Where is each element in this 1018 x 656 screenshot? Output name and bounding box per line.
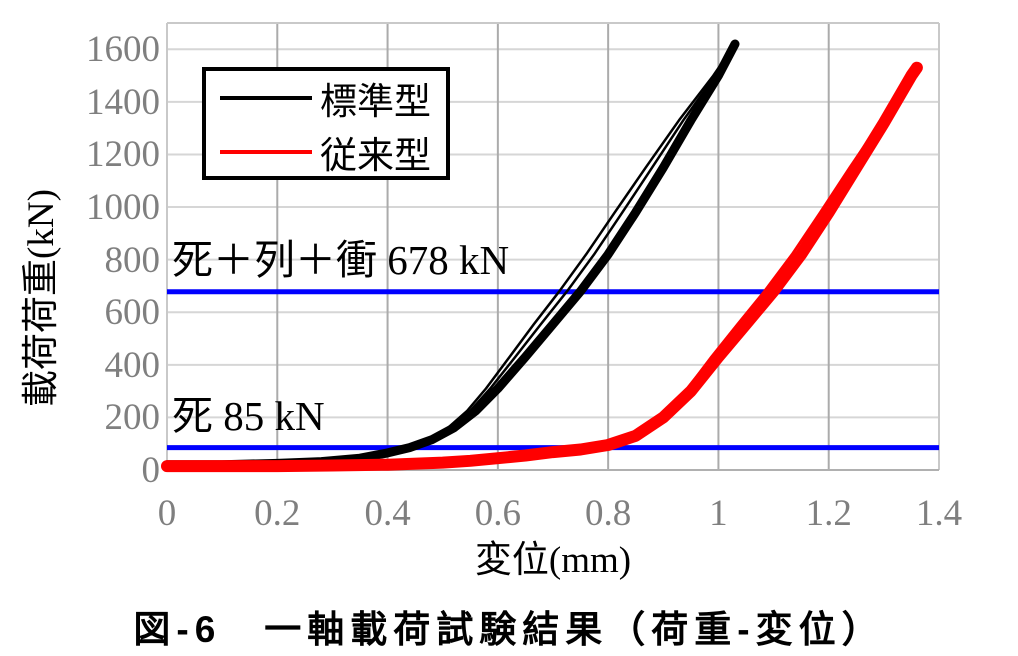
legend-label-standard: 標準型 [320,82,431,123]
x-tick-label: 0.8 [585,493,632,534]
x-axis-title: 変位(mm) [474,540,632,581]
y-tick-label: 600 [104,292,161,334]
y-tick-label: 800 [104,239,161,281]
y-tick-label: 200 [104,397,161,439]
legend-label-conventional: 従来型 [320,136,431,177]
y-tick-label: 1000 [86,187,160,229]
legend-box: 標準型 従来型 [202,67,450,180]
x-tick-label: 0.4 [364,493,411,534]
figure-caption: 図-6 一軸載荷試験結果（荷重-変位） [133,609,885,650]
x-tick-label: 0.6 [474,493,521,534]
reference-line-label-678: 死＋列＋衝 678 kN [172,237,510,283]
y-tick-label: 1400 [86,81,160,123]
y-tick-label: 1200 [86,134,160,176]
series-curve-conventional [161,61,923,473]
y-tick-label: 0 [141,450,161,491]
x-tick-label: 0 [157,493,177,534]
x-tick-label: 1 [709,493,728,534]
reference-line-label-85: 死 85 kN [172,393,325,439]
x-tick-label: 1.4 [915,493,963,534]
y-tick-label: 1600 [86,29,160,71]
x-tick-label: 0.2 [254,493,301,534]
y-axis-title: 載荷荷重(kN) [21,189,62,407]
legend-item-standard: 標準型 [206,71,446,125]
y-tick-label: 400 [104,344,161,386]
legend-line-black [220,96,312,100]
legend-item-conventional: 従来型 [206,125,446,179]
legend-line-red [220,150,312,154]
x-tick-label: 1.2 [805,493,852,534]
